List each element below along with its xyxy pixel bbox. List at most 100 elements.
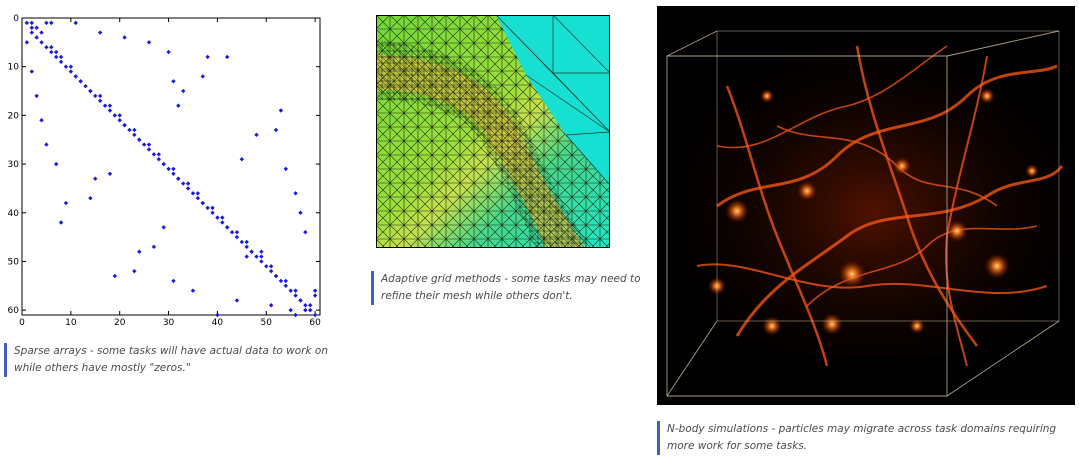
nonzero-marker bbox=[312, 312, 318, 318]
nonzero-marker bbox=[210, 210, 215, 215]
nonzero-marker bbox=[93, 93, 98, 99]
nonzero-marker bbox=[58, 220, 64, 225]
nonzero-marker bbox=[171, 79, 176, 84]
plot-axes-box bbox=[21, 17, 321, 316]
nonzero-marker bbox=[171, 171, 176, 177]
nonzero-marker bbox=[146, 147, 152, 152]
adaptive-grid-caption: Adaptive grid methods - some tasks may n… bbox=[371, 271, 643, 305]
galaxy-clusters bbox=[708, 88, 1039, 336]
nonzero-marker bbox=[259, 254, 264, 259]
nonzero-marker bbox=[34, 35, 39, 40]
nonzero-marker bbox=[215, 215, 220, 220]
nonzero-marker bbox=[117, 113, 122, 118]
nonzero-marker bbox=[283, 166, 289, 172]
nonzero-marker bbox=[137, 249, 142, 254]
nonzero-marker bbox=[97, 98, 103, 103]
nonzero-marker bbox=[151, 244, 157, 250]
nonzero-marker bbox=[78, 79, 83, 84]
nonzero-marker bbox=[234, 234, 240, 240]
nonzero-marker bbox=[185, 186, 191, 191]
nonzero-marker bbox=[102, 103, 108, 108]
nonzero-marker bbox=[200, 200, 205, 206]
nonzero-marker bbox=[215, 312, 220, 318]
nonzero-marker bbox=[132, 127, 137, 133]
nonzero-marker bbox=[34, 25, 39, 30]
nonzero-marker bbox=[107, 103, 113, 108]
nonzero-marker bbox=[244, 244, 249, 250]
nonzero-marker bbox=[303, 230, 308, 235]
x-tick-label: 40 bbox=[212, 318, 224, 326]
nonzero-marker bbox=[132, 132, 137, 138]
nonzero-marker bbox=[39, 118, 44, 123]
nonzero-marker bbox=[200, 74, 205, 79]
nonzero-marker bbox=[244, 239, 249, 245]
nonzero-marker bbox=[34, 93, 39, 99]
nonzero-marker bbox=[185, 181, 191, 186]
nonzero-marker bbox=[53, 49, 59, 55]
nonzero-marker bbox=[146, 40, 152, 45]
nonzero-marker bbox=[39, 40, 44, 45]
nonzero-marker bbox=[224, 54, 230, 60]
nonzero-marker bbox=[220, 220, 225, 225]
nonzero-marker bbox=[195, 191, 201, 196]
nonzero-marker bbox=[254, 254, 259, 259]
nonzero-marker bbox=[97, 93, 103, 99]
nonzero-marker bbox=[278, 278, 284, 284]
nonzero-marker bbox=[112, 273, 118, 279]
nonzero-marker bbox=[293, 191, 298, 196]
nonzero-marker bbox=[190, 191, 196, 196]
nonzero-marker bbox=[298, 210, 303, 215]
nonzero-marker bbox=[107, 108, 113, 113]
nonzero-marker bbox=[303, 307, 308, 313]
nonzero-marker bbox=[44, 45, 49, 50]
nonzero-marker bbox=[312, 288, 318, 293]
nonzero-marker bbox=[176, 103, 181, 108]
nonzero-marker bbox=[53, 54, 59, 60]
nonzero-marker bbox=[195, 195, 201, 201]
nonzero-marker bbox=[49, 45, 54, 50]
nonzero-marker bbox=[156, 152, 161, 157]
nonzero-markers bbox=[24, 20, 318, 318]
nonzero-marker bbox=[68, 64, 74, 69]
nonzero-marker bbox=[146, 142, 152, 147]
nonzero-marker bbox=[298, 298, 303, 303]
nonzero-marker bbox=[88, 195, 93, 201]
nonzero-marker bbox=[122, 122, 127, 128]
nonzero-marker bbox=[137, 137, 142, 142]
nonzero-marker bbox=[151, 152, 157, 157]
nonzero-marker bbox=[249, 249, 254, 254]
nonzero-marker bbox=[239, 156, 245, 162]
nonzero-marker bbox=[234, 298, 240, 303]
y-axis-ticks: 0 10 20 30 40 50 60 bbox=[8, 14, 320, 316]
nonzero-marker bbox=[268, 303, 274, 308]
nbody-caption: N-body simulations - particles may migra… bbox=[657, 421, 1077, 455]
nonzero-marker bbox=[181, 181, 186, 186]
coarse-mesh-lines bbox=[495, 15, 610, 186]
nonzero-marker bbox=[161, 225, 166, 230]
nonzero-marker bbox=[44, 142, 49, 147]
nonzero-marker bbox=[88, 88, 93, 94]
nonzero-marker bbox=[49, 49, 54, 55]
nonzero-marker bbox=[122, 35, 127, 40]
nonzero-marker bbox=[293, 288, 298, 293]
nonzero-marker bbox=[312, 293, 318, 298]
nonzero-marker bbox=[166, 49, 171, 55]
nonzero-marker bbox=[58, 54, 64, 60]
nonzero-marker bbox=[58, 59, 64, 65]
nonzero-marker bbox=[283, 283, 289, 288]
nonzero-marker bbox=[63, 200, 69, 206]
x-tick-label: 0 bbox=[19, 318, 25, 326]
y-tick-label: 40 bbox=[8, 209, 20, 219]
nonzero-marker bbox=[254, 132, 259, 138]
nonzero-marker bbox=[156, 156, 161, 162]
nbody-simulation-image bbox=[657, 6, 1075, 405]
nonzero-marker bbox=[205, 54, 210, 60]
nonzero-marker bbox=[24, 40, 30, 45]
nonzero-marker bbox=[283, 278, 289, 284]
nonzero-marker bbox=[308, 303, 313, 308]
nonzero-marker bbox=[220, 215, 225, 220]
nonzero-marker bbox=[288, 288, 293, 293]
nonzero-marker bbox=[29, 30, 34, 35]
nonzero-marker bbox=[205, 205, 210, 211]
nonzero-marker bbox=[112, 113, 118, 118]
